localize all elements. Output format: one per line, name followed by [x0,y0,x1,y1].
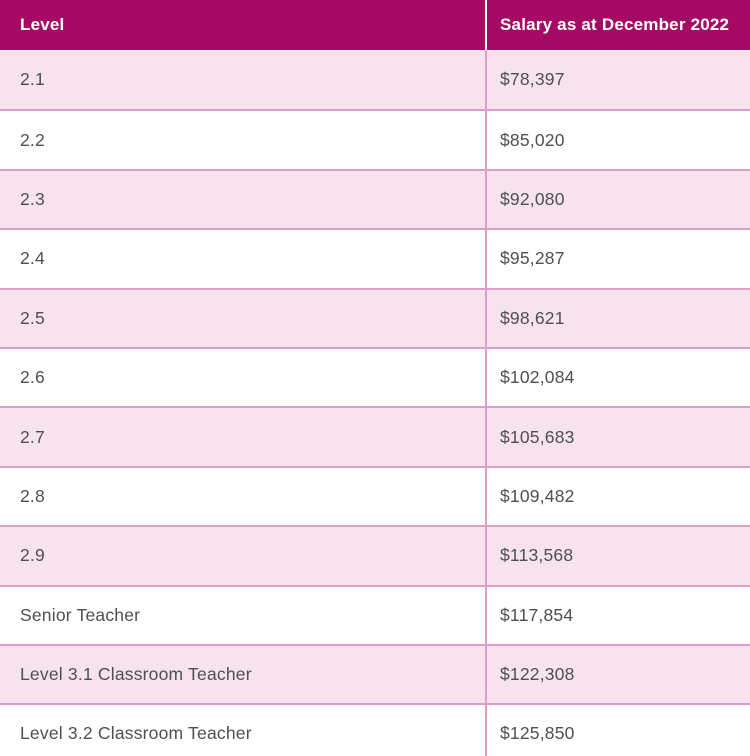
level-cell: 2.3 [20,188,45,209]
column-divider [485,527,487,585]
column-divider [485,230,487,288]
column-divider [485,467,487,526]
column-divider [485,586,487,644]
table-row: 2.1 $78,397 [0,50,750,110]
table-row: 2.2 $85,020 [0,109,750,169]
column-divider [485,170,487,229]
level-cell: 2.9 [20,545,45,566]
level-cell: 2.2 [20,129,45,150]
table-row: Level 3.2 Classroom Teacher $125,850 [0,703,750,756]
column-divider [485,50,487,110]
salary-cell: $85,020 [500,129,565,150]
table-row: 2.7 $105,683 [0,406,750,466]
salary-cell: $109,482 [500,485,575,506]
column-divider [485,645,487,704]
table-row: 2.8 $109,482 [0,465,750,526]
salary-cell: $98,621 [500,307,565,328]
column-divider [485,348,487,407]
table-row: 2.9 $113,568 [0,525,750,585]
column-header-level: Level [20,15,65,34]
column-divider [485,408,487,466]
column-divider [485,705,487,756]
level-cell: Level 3.2 Classroom Teacher [20,723,252,744]
table-row: 2.3 $92,080 [0,168,750,229]
level-cell: 2.1 [20,69,45,90]
level-cell: 2.8 [20,485,45,506]
column-divider [485,111,487,169]
header-column-divider [485,0,487,50]
table-row: Senior Teacher $117,854 [0,584,750,644]
column-header-salary: Salary as at December 2022 [500,15,730,34]
salary-cell: $117,854 [500,604,574,625]
table-header-row: Level Salary as at December 2022 [0,0,750,50]
level-cell: 2.6 [20,367,45,388]
table-row: 2.6 $102,084 [0,346,750,407]
level-cell: 2.4 [20,248,45,269]
salary-cell: $78,397 [500,69,565,90]
table-row: 2.4 $95,287 [0,228,750,288]
level-cell: Level 3.1 Classroom Teacher [20,664,252,685]
level-cell: 2.7 [20,426,45,447]
column-divider [485,289,487,347]
table-row: 2.5 $98,621 [0,287,750,347]
table-row: Level 3.1 Classroom Teacher $122,308 [0,643,750,704]
salary-cell: $125,850 [500,723,575,744]
salary-cell: $102,084 [500,367,575,388]
salary-cell: $113,568 [500,545,574,566]
salary-cell: $95,287 [500,248,565,269]
table-body: 2.1 $78,397 2.2 $85,020 2.3 $92,080 2.4 $95,287… [0,50,750,756]
salary-cell: $122,308 [500,664,575,685]
level-cell: Senior Teacher [20,604,141,625]
salary-cell: $105,683 [500,426,575,447]
level-cell: 2.5 [20,307,45,328]
salary-cell: $92,080 [500,188,565,209]
